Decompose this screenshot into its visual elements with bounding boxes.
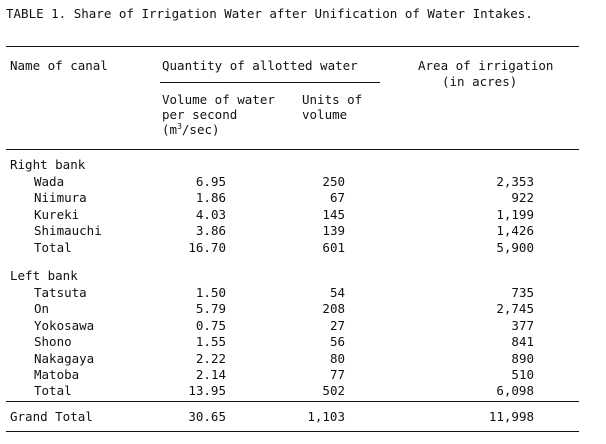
canal-area: 2,353 bbox=[496, 174, 534, 189]
canal-volume: 13.95 bbox=[188, 383, 226, 399]
canal-area: 890 bbox=[511, 350, 534, 366]
header-volume-line3-suffix: /sec) bbox=[181, 122, 220, 137]
canal-area: 1,426 bbox=[496, 223, 534, 239]
canal-units: 139 bbox=[322, 223, 345, 239]
canal-volume: 3.86 bbox=[195, 223, 226, 239]
canal-volume: 1.50 bbox=[195, 285, 226, 300]
table-title: TABLE 1. Share of Irrigation Water after… bbox=[6, 6, 533, 21]
header-area-line1: Area of irrigation bbox=[418, 58, 554, 73]
header-volume-line3-prefix: (m bbox=[162, 122, 178, 137]
canal-area: 1,199 bbox=[496, 206, 534, 222]
canal-name: Kureki bbox=[34, 206, 80, 222]
canal-units: 77 bbox=[329, 367, 345, 382]
quantity-underline bbox=[160, 82, 380, 83]
header-area-line2: (in acres) bbox=[442, 74, 518, 89]
canal-name: Shono bbox=[34, 334, 72, 350]
canal-units: 145 bbox=[322, 206, 345, 222]
header-volume-line2: per second bbox=[162, 107, 238, 122]
header-name-of-canal: Name of canal bbox=[10, 58, 108, 73]
canal-volume: 4.03 bbox=[195, 206, 226, 222]
right-bank-label: Right bank bbox=[10, 157, 86, 172]
canal-units: 80 bbox=[329, 350, 345, 366]
canal-area: 510 bbox=[511, 367, 534, 382]
header-bottom-rule bbox=[6, 149, 579, 150]
grand-total-units: 1,103 bbox=[307, 409, 345, 424]
canal-units: 67 bbox=[329, 190, 345, 206]
grand-total-top-rule bbox=[6, 401, 579, 402]
top-rule bbox=[6, 46, 579, 47]
canal-area: 2,745 bbox=[496, 301, 534, 317]
canal-volume: 5.79 bbox=[195, 301, 226, 317]
canal-volume: 1.86 bbox=[195, 190, 226, 206]
canal-units: 208 bbox=[322, 301, 345, 317]
grand-total-volume: 30.65 bbox=[188, 409, 226, 424]
canal-volume: 2.14 bbox=[195, 367, 226, 382]
header-units-line2: volume bbox=[302, 107, 348, 122]
canal-units: 502 bbox=[322, 383, 345, 399]
canal-name: On bbox=[34, 301, 50, 317]
canal-name: Shimauchi bbox=[34, 223, 102, 239]
header-units-line1: Units of bbox=[302, 92, 363, 107]
canal-volume: 16.70 bbox=[188, 239, 226, 255]
left-bank-label: Left bank bbox=[10, 268, 78, 283]
canal-name: Matoba bbox=[34, 367, 80, 382]
canal-name: Yokosawa bbox=[34, 317, 95, 333]
canal-units: 56 bbox=[329, 334, 345, 350]
canal-volume: 1.55 bbox=[195, 334, 226, 350]
canal-volume: 2.22 bbox=[195, 350, 226, 366]
canal-area: 922 bbox=[511, 190, 534, 206]
canal-area: 5,900 bbox=[496, 239, 534, 255]
canal-name: Tatsuta bbox=[34, 285, 87, 300]
canal-area: 377 bbox=[511, 317, 534, 333]
canal-name: Total bbox=[34, 239, 72, 255]
canal-name: Wada bbox=[34, 174, 65, 189]
header-volume-line3-sup: 3 bbox=[177, 121, 182, 131]
canal-area: 735 bbox=[511, 285, 534, 300]
grand-total-area: 11,998 bbox=[488, 409, 534, 424]
canal-name: Total bbox=[34, 383, 72, 399]
canal-units: 250 bbox=[322, 174, 345, 189]
canal-name: Niimura bbox=[34, 190, 87, 206]
canal-name: Nakagaya bbox=[34, 350, 95, 366]
canal-units: 27 bbox=[329, 317, 345, 333]
canal-area: 6,098 bbox=[496, 383, 534, 399]
canal-units: 54 bbox=[329, 285, 345, 300]
header-volume-line1: Volume of water bbox=[162, 92, 275, 107]
canal-volume: 6.95 bbox=[195, 174, 226, 189]
canal-area: 841 bbox=[511, 334, 534, 350]
header-volume-line3: (m3/sec) bbox=[162, 122, 220, 138]
canal-units: 601 bbox=[322, 239, 345, 255]
grand-total-label: Grand Total bbox=[10, 409, 93, 424]
canal-volume: 0.75 bbox=[195, 317, 226, 333]
header-quantity: Quantity of allotted water bbox=[162, 58, 358, 73]
bottom-rule bbox=[6, 431, 579, 432]
